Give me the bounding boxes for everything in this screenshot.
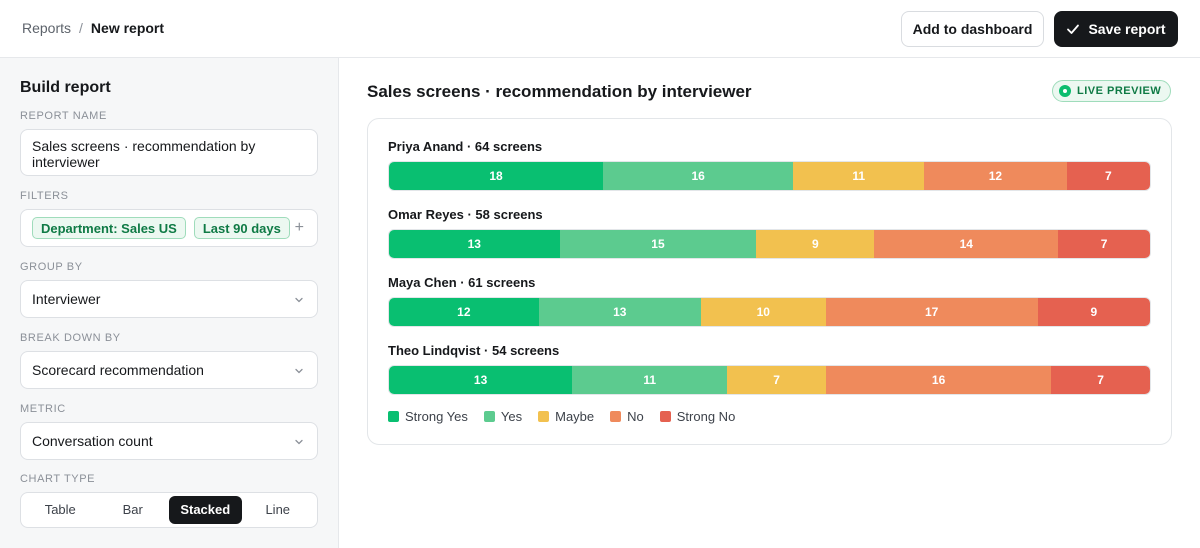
legend-item: Strong Yes [388, 409, 468, 424]
chart-legend: Strong Yes Yes Maybe No Strong No [388, 409, 751, 424]
report-name-label: REPORT NAME [20, 110, 107, 122]
bar-segment[interactable]: 10 [700, 298, 826, 326]
chart-type-table[interactable]: Table [44, 502, 76, 517]
chart-type-stacked[interactable]: Stacked [169, 496, 242, 524]
stacked-bar[interactable]: 13 15 9 14 7 [388, 229, 1151, 259]
legend-swatch [610, 411, 622, 422]
legend-item: Yes [483, 409, 523, 424]
bar-label: Theo Lindqvist · 54 screens [388, 343, 560, 358]
chart-type-line[interactable]: Line [265, 502, 291, 517]
legend-label: No [627, 409, 644, 424]
live-dot-icon [1059, 85, 1071, 97]
bar-segment[interactable]: 16 [603, 162, 794, 190]
legend-item: Strong No [659, 409, 736, 424]
bar-segment[interactable]: 15 [559, 230, 757, 258]
bar-segment[interactable]: 13 [538, 298, 701, 326]
chart-type-label: CHART TYPE [20, 473, 96, 485]
report-name-input[interactable]: Sales screens · recommendation by interv… [20, 129, 318, 176]
legend-label: Strong No [676, 409, 736, 424]
save-report-button[interactable]: Save report [1054, 11, 1178, 47]
stacked-bar[interactable]: 13 11 7 16 7 [388, 365, 1151, 395]
filters-field: Department: Sales US Last 90 days + [20, 209, 318, 247]
bar-label: Priya Anand · 64 screens [388, 139, 543, 154]
legend-item: Maybe [538, 409, 594, 424]
chart-type-segmented-control: Table Bar Stacked Line [20, 492, 318, 528]
stacked-bar[interactable]: 12 13 10 17 9 [388, 297, 1151, 327]
breadcrumb-current: New report [90, 20, 165, 36]
legend-label: Strong Yes [405, 409, 468, 424]
break-down-by-select[interactable]: Scorecard recommendation [20, 351, 318, 389]
bar-segment[interactable]: 16 [825, 366, 1052, 394]
bar-segment[interactable]: 9 [756, 230, 875, 258]
bar-segment[interactable]: 7 [1051, 366, 1150, 394]
bar-segment[interactable]: 12 [924, 162, 1067, 190]
legend-label: Yes [500, 409, 523, 424]
filter-chip-department[interactable]: Department: Sales US [32, 217, 186, 239]
chart-card: Priya Anand · 64 screens 18 16 11 12 7 Omar Re… [367, 118, 1172, 445]
group-by-label: GROUP BY [20, 261, 83, 273]
breadcrumb: Reports / New report [22, 20, 164, 36]
bar-segment[interactable]: 18 [389, 162, 604, 190]
bar-segment[interactable]: 12 [389, 298, 539, 326]
bar-segment[interactable]: 7 [1066, 162, 1150, 190]
metric-label: METRIC [20, 403, 66, 415]
filter-chip-date-range[interactable]: Last 90 days [193, 217, 290, 239]
bar-segment[interactable]: 14 [874, 230, 1059, 258]
break-down-by-value: Scorecard recommendation [32, 362, 204, 378]
sidebar-title: Build report [20, 79, 111, 96]
filters-label: FILTERS [20, 190, 69, 202]
chevron-down-icon [295, 368, 303, 374]
bar-segment[interactable]: 13 [389, 366, 573, 394]
stacked-bar[interactable]: 18 16 11 12 7 [388, 161, 1151, 191]
save-report-label: Save report [1088, 21, 1166, 37]
chart-type-bar[interactable]: Bar [122, 502, 143, 517]
metric-value: Conversation count [32, 433, 153, 449]
bar-segment[interactable]: 7 [727, 366, 826, 394]
legend-swatch [388, 411, 399, 422]
top-bar: Reports / New report Add to dashboard Sa… [0, 0, 1200, 58]
chevron-down-icon [295, 297, 303, 303]
group-by-value: Interviewer [32, 291, 101, 307]
breadcrumb-separator: / [79, 20, 83, 36]
legend-item: No [610, 409, 644, 424]
report-builder-sidebar: Build report REPORT NAME Sales screens ·… [0, 58, 339, 548]
check-icon [1067, 24, 1080, 34]
live-preview-label: LIVE PREVIEW [1077, 85, 1162, 97]
legend-label: Maybe [555, 409, 595, 424]
bar-segment[interactable]: 11 [572, 366, 728, 394]
live-preview-badge: LIVE PREVIEW [1052, 80, 1172, 102]
report-title: Sales screens · recommendation by interv… [367, 82, 752, 101]
break-down-by-label: BREAK DOWN BY [20, 332, 121, 344]
group-by-select[interactable]: Interviewer [20, 280, 318, 318]
breadcrumb-reports-link[interactable]: Reports [22, 20, 72, 36]
legend-swatch [483, 411, 495, 422]
bar-label: Maya Chen · 61 screens [388, 275, 536, 290]
add-to-dashboard-button[interactable]: Add to dashboard [901, 11, 1044, 47]
bar-label: Omar Reyes · 58 screens [388, 207, 543, 222]
bar-segment[interactable]: 9 [1037, 298, 1150, 326]
bar-segment[interactable]: 17 [825, 298, 1038, 326]
chevron-down-icon [295, 439, 303, 445]
bar-segment[interactable]: 13 [389, 230, 560, 258]
add-filter-icon[interactable]: + [294, 219, 304, 236]
bar-segment[interactable]: 11 [793, 162, 925, 190]
legend-swatch [538, 411, 550, 422]
legend-swatch [659, 411, 671, 422]
metric-select[interactable]: Conversation count [20, 422, 318, 460]
bar-segment[interactable]: 7 [1058, 230, 1150, 258]
